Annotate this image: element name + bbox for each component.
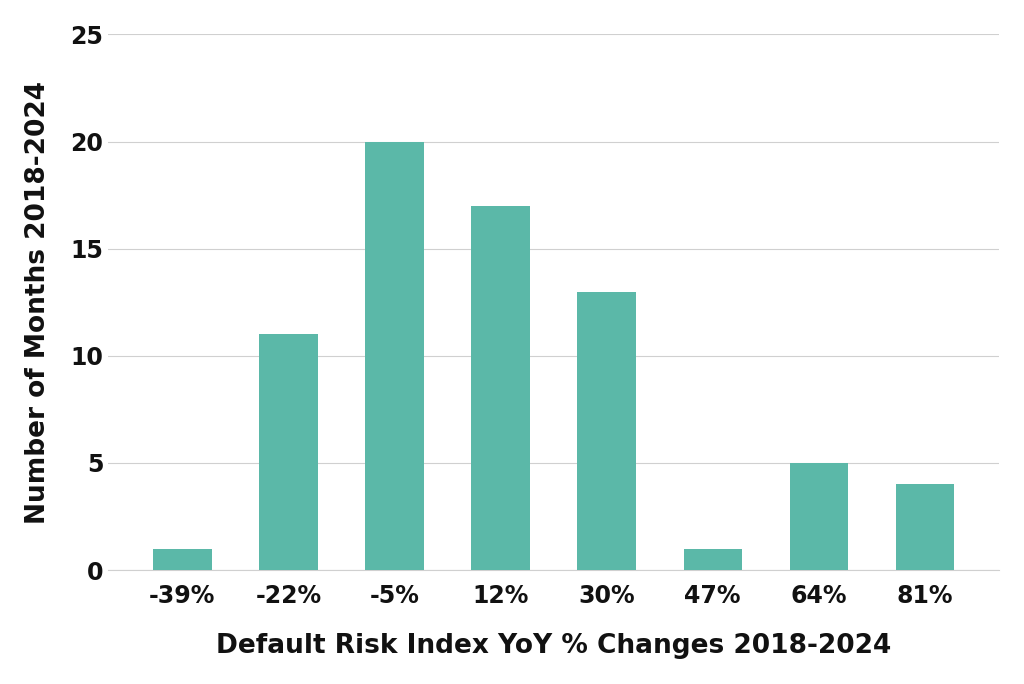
Bar xyxy=(790,463,848,570)
X-axis label: Default Risk Index YoY % Changes 2018-2024: Default Risk Index YoY % Changes 2018-20… xyxy=(216,633,891,659)
Bar xyxy=(259,334,317,570)
Bar xyxy=(154,549,212,570)
Bar xyxy=(896,484,954,570)
Bar xyxy=(366,142,424,570)
Bar xyxy=(578,291,636,570)
Y-axis label: Number of Months 2018-2024: Number of Months 2018-2024 xyxy=(25,81,51,524)
Bar xyxy=(471,206,529,570)
Bar xyxy=(683,549,741,570)
